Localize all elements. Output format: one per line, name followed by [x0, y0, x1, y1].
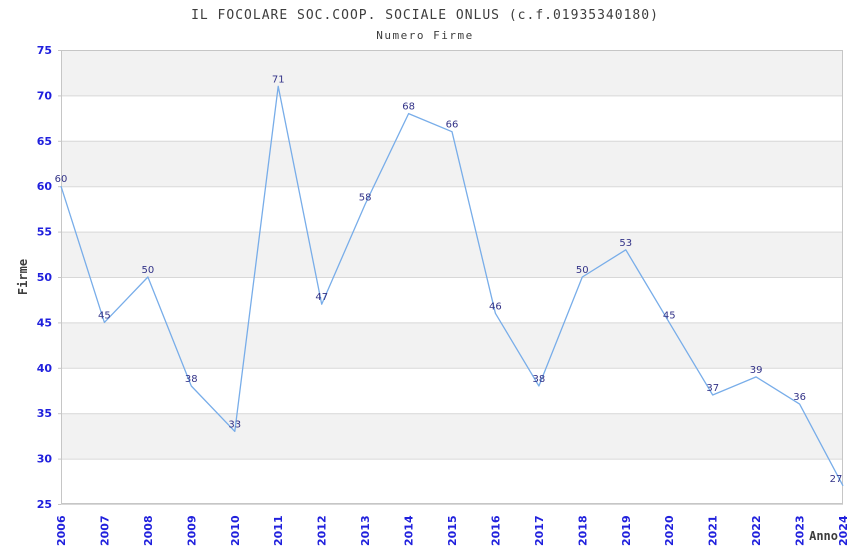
y-tick-label: 60 [37, 180, 53, 193]
point-label: 33 [228, 419, 241, 430]
x-tick-label: 2014 [403, 515, 416, 546]
y-tick-label: 35 [37, 407, 52, 420]
plot-band [61, 50, 843, 96]
x-axis-title: Anno [809, 529, 838, 543]
y-tick-label: 55 [37, 226, 52, 239]
y-tick-label: 40 [37, 362, 53, 375]
point-label: 53 [619, 238, 632, 249]
x-tick-label: 2007 [98, 515, 111, 546]
y-axis-title: Firme [16, 259, 30, 295]
series-line [60, 85, 844, 487]
x-tick-label: 2022 [750, 515, 763, 546]
x-tick-label: 2011 [272, 515, 285, 546]
x-tick-label: 2009 [185, 515, 198, 546]
point-label: 27 [830, 474, 843, 485]
y-tick-label: 65 [37, 135, 52, 148]
x-tick-label: 2006 [55, 515, 68, 546]
y-tick-label: 75 [37, 44, 52, 57]
point-label: 38 [533, 374, 546, 385]
x-tick-label: 2008 [142, 515, 155, 546]
point-label: 68 [402, 102, 415, 113]
chart-title: IL FOCOLARE SOC.COOP. SOCIALE ONLUS (c.f… [191, 8, 659, 23]
point-label: 50 [142, 265, 155, 276]
plot-band [61, 322, 843, 368]
point-label: 50 [576, 265, 589, 276]
y-tick-label: 70 [37, 89, 53, 102]
point-label: 38 [185, 374, 198, 385]
y-tick-label: 50 [37, 271, 53, 284]
point-label: 58 [359, 192, 372, 203]
chart-subtitle: Numero Firme [376, 29, 474, 42]
point-label: 71 [272, 74, 285, 85]
point-label: 37 [706, 383, 719, 394]
x-tick-label: 2024 [837, 515, 850, 546]
point-label: 39 [750, 365, 763, 376]
point-label: 46 [489, 301, 502, 312]
x-tick-label: 2019 [620, 515, 633, 546]
x-tick-label: 2017 [533, 515, 546, 546]
point-label: 36 [793, 392, 806, 403]
point-label: 60 [55, 174, 68, 185]
x-tick-label: 2013 [359, 515, 372, 546]
plot-border [61, 50, 843, 504]
x-tick-label: 2016 [489, 515, 502, 546]
point-label: 45 [663, 310, 676, 321]
x-tick-label: 2012 [316, 515, 329, 546]
x-tick-label: 2021 [707, 515, 720, 546]
point-label: 66 [446, 120, 459, 131]
plot-band [61, 231, 843, 277]
y-tick-label: 45 [37, 316, 52, 329]
x-tick-label: 2010 [229, 515, 242, 546]
x-tick-label: 2023 [794, 515, 807, 546]
x-tick-label: 2018 [576, 515, 589, 546]
point-label: 47 [315, 292, 328, 303]
point-label: 45 [98, 310, 111, 321]
x-tick-label: 2020 [663, 515, 676, 546]
plot-band [61, 140, 843, 187]
y-tick-label: 25 [37, 498, 52, 511]
y-tick-label: 30 [37, 453, 53, 466]
x-tick-label: 2015 [446, 515, 459, 546]
plot-band [61, 413, 843, 459]
